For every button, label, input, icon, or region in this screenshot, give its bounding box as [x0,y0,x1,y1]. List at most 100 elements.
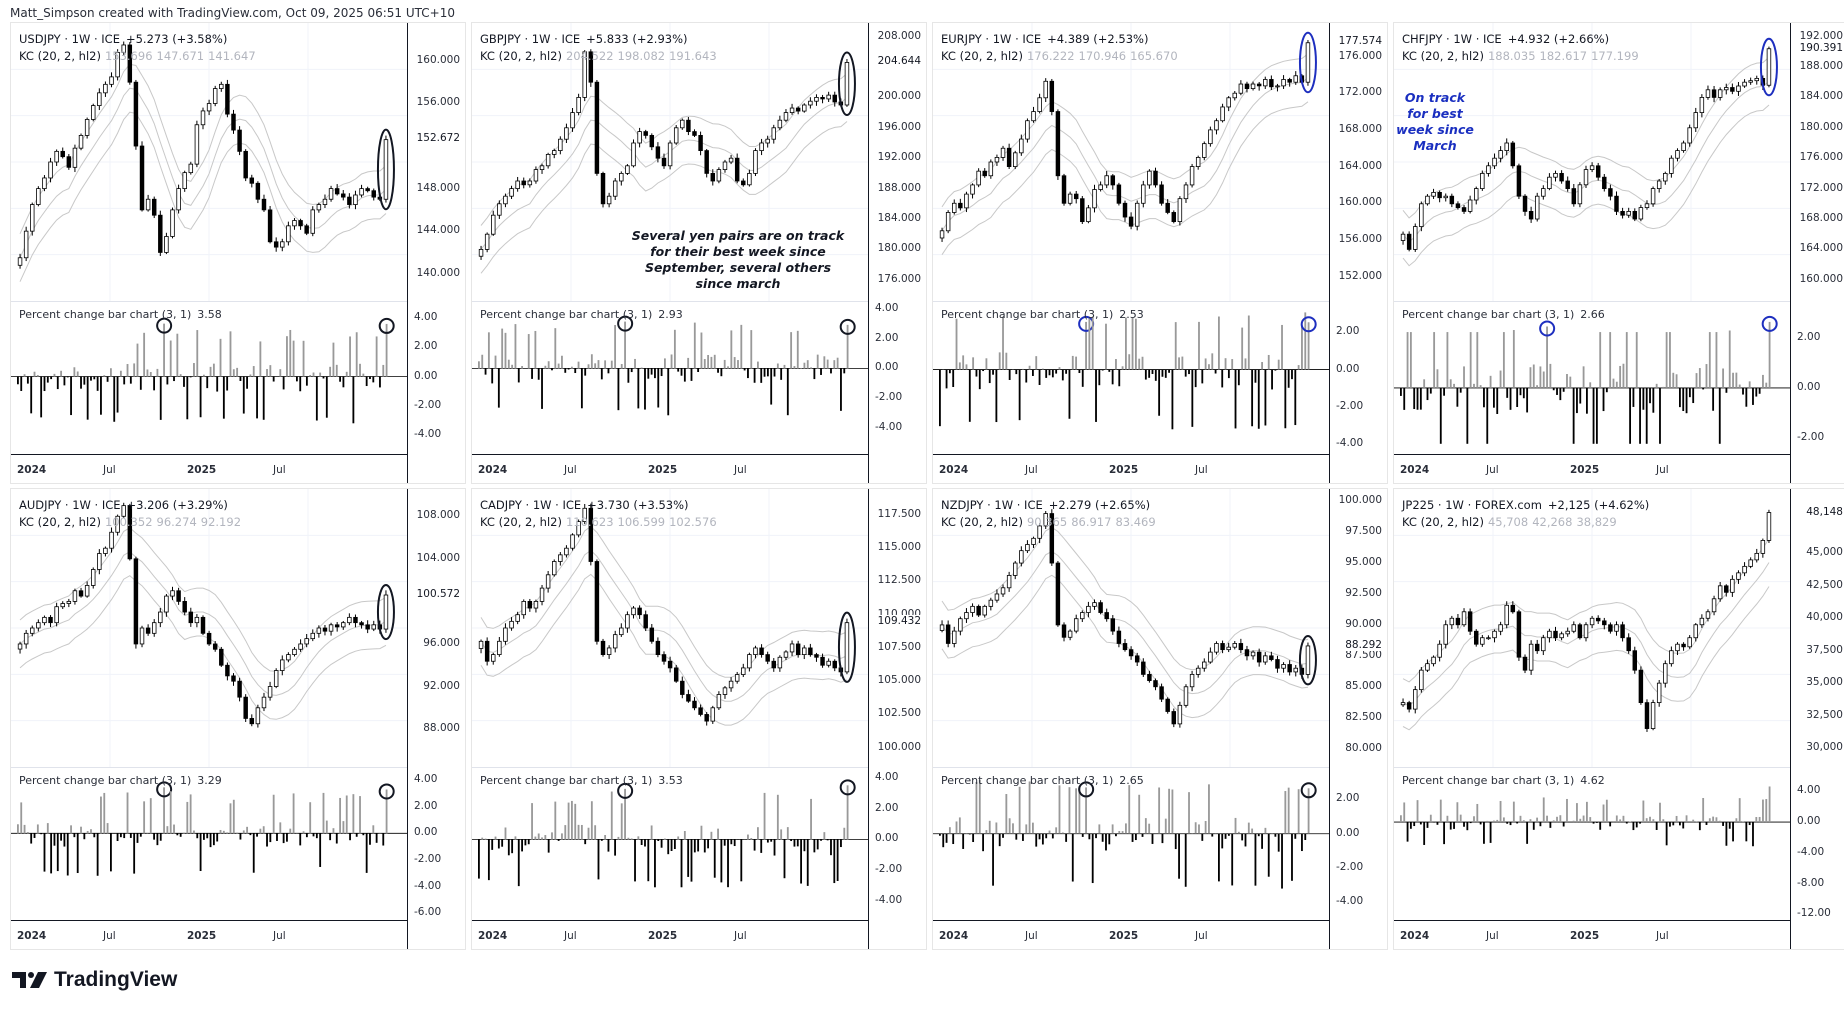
pct-indicator-label[interactable]: Percent change bar chart (3, 1) [480,774,653,787]
pct-indicator-label[interactable]: Percent change bar chart (3, 1) [1402,308,1575,321]
percent-change-pane[interactable]: Percent change bar chart (3, 1) 3.29 [11,768,407,921]
price-axis[interactable]: 192.000 188.000 184.000 180.000 176.000 172.0… [1790,23,1844,483]
pct-value: 2.53 [1119,308,1144,321]
pct-indicator-label[interactable]: Percent change bar chart (3, 1) [480,308,653,321]
candlestick-chart[interactable] [472,489,868,767]
price-axis[interactable]: 45,000 42,500 40,000 37,500 35,000 32,500 30,0… [1790,489,1844,949]
symbol-title[interactable]: AUDJPY · 1W · ICE [19,498,121,512]
pct-indicator-label[interactable]: Percent change bar chart (3, 1) [19,774,192,787]
time-axis[interactable]: 2024 Jul 2025 Jul [472,921,868,949]
chart-panel-audjpy[interactable]: AUDJPY · 1W · ICE +3.206 (+3.29%) KC (20,… [10,488,466,950]
symbol-title[interactable]: CADJPY · 1W · ICE [480,498,582,512]
chart-panel-eurjpy[interactable]: EURJPY · 1W · ICE +4.389 (+2.53%) KC (20,… [932,22,1388,484]
percent-change-histogram[interactable] [933,768,1329,920]
price-pane[interactable]: NZDJPY · 1W · ICE +2.279 (+2.65%) KC (20,… [933,489,1329,768]
highlight-circle [839,318,856,335]
percent-change-histogram[interactable] [1394,302,1790,454]
percent-change-histogram[interactable] [11,302,407,454]
time-axis[interactable]: 2024 Jul 2025 Jul [933,455,1329,483]
percent-change-histogram[interactable] [472,302,868,454]
price-pane[interactable]: USDJPY · 1W · ICE +5.273 (+3.58%) KC (20,… [11,23,407,302]
price-axis[interactable]: 160.000 156.000 148.000 144.000 140.000 152.6… [407,23,466,483]
kc-basis: 170.946 [1078,49,1127,63]
percent-change-histogram[interactable] [933,302,1329,454]
price-axis[interactable]: 208.000 200.000 196.000 192.000 188.000 184.0… [868,23,927,483]
symbol-title[interactable]: JP225 · 1W · FOREX.com [1402,498,1542,512]
percent-change-pane[interactable]: Percent change bar chart (3, 1) 2.65 [933,768,1329,921]
price-axis[interactable]: 100.000 97.500 95.000 92.500 90.000 87.500 85.… [1329,489,1388,949]
kc-lower: 38,829 [1576,515,1617,529]
chart-panel-nzdjpy[interactable]: NZDJPY · 1W · ICE +2.279 (+2.65%) KC (20,… [932,488,1388,950]
price-axis[interactable]: 108.000 104.000 96.000 92.000 88.000 100.572 4… [407,489,466,949]
percent-change-histogram[interactable] [11,768,407,920]
candlestick-chart[interactable] [472,23,868,301]
symbol-title[interactable]: CHFJPY · 1W · ICE [1402,32,1502,46]
tradingview-logo[interactable]: TradingView [12,968,177,992]
indicator-label[interactable]: KC (20, 2, hl2) [19,515,101,529]
symbol-title[interactable]: GBPJPY · 1W · ICE [480,32,581,46]
indicator-label[interactable]: KC (20, 2, hl2) [480,515,562,529]
percent-change-histogram[interactable] [1394,768,1790,920]
percent-change-histogram[interactable] [472,768,868,920]
legend: GBPJPY · 1W · ICE +5.833 (+2.93%) KC (20,… [480,31,717,65]
last-price-label: 152.672 [416,131,460,144]
price-axis[interactable]: 176.000 172.000 168.000 164.000 160.000 156.0… [1329,23,1388,483]
candlestick-chart[interactable] [11,489,407,767]
percent-change-pane[interactable]: Percent change bar chart (3, 1) 2.53 [933,302,1329,455]
pct-tick: 0.00 [1336,362,1360,375]
indicator-label[interactable]: KC (20, 2, hl2) [1402,49,1484,63]
price-pane[interactable]: EURJPY · 1W · ICE +4.389 (+2.53%) KC (20,… [933,23,1329,302]
price-pane[interactable]: CADJPY · 1W · ICE +3.730 (+3.53%) KC (20,… [472,489,868,768]
highlight-circle [156,317,173,334]
indicator-label[interactable]: KC (20, 2, hl2) [19,49,101,63]
percent-change-pane[interactable]: Percent change bar chart (3, 1) 4.62 [1394,768,1790,921]
chart-grid: USDJPY · 1W · ICE +5.273 (+3.58%) KC (20,… [10,22,1844,952]
price-tick: 176.000 [1799,151,1843,164]
pct-indicator-label[interactable]: Percent change bar chart (3, 1) [941,308,1114,321]
symbol-title[interactable]: EURJPY · 1W · ICE [941,32,1042,46]
candlestick-chart[interactable] [1394,23,1790,301]
price-pane[interactable]: AUDJPY · 1W · ICE +3.206 (+3.29%) KC (20,… [11,489,407,768]
keltner-band-up [941,526,1309,671]
price-axis[interactable]: 117.500 115.000 112.500 110.000 107.500 105.0… [868,489,927,949]
pct-indicator-label[interactable]: Percent change bar chart (3, 1) [941,774,1114,787]
indicator-label[interactable]: KC (20, 2, hl2) [1402,515,1484,529]
symbol-title[interactable]: USDJPY · 1W · ICE [19,32,120,46]
price-tick: 112.500 [877,574,921,587]
pct-indicator-label[interactable]: Percent change bar chart (3, 1) [19,308,192,321]
candlestick-chart[interactable] [1394,489,1790,767]
percent-change-pane[interactable]: Percent change bar chart (3, 1) 3.58 [11,302,407,455]
percent-change-pane[interactable]: Percent change bar chart (3, 1) 2.93 [472,302,868,455]
symbol-title[interactable]: NZDJPY · 1W · ICE [941,498,1043,512]
time-axis[interactable]: 2024 Jul 2025 Jul [1394,455,1790,483]
highlight-circle [1078,781,1095,798]
indicator-label[interactable]: KC (20, 2, hl2) [480,49,562,63]
percent-change-pane[interactable]: Percent change bar chart (3, 1) 2.66 [1394,302,1790,455]
price-pane[interactable]: JP225 · 1W · FOREX.com +2,125 (+4.62%) KC… [1394,489,1790,768]
time-axis[interactable]: 2024 Jul 2025 Jul [933,921,1329,949]
time-axis[interactable]: 2024 Jul 2025 Jul [11,455,407,483]
time-axis[interactable]: 2024 Jul 2025 Jul [472,455,868,483]
time-axis[interactable]: 2024 Jul 2025 Jul [1394,921,1790,949]
price-pane[interactable]: CHFJPY · 1W · ICE +4.932 (+2.66%) KC (20,… [1394,23,1790,302]
candlestick-chart[interactable] [933,489,1329,767]
pct-indicator-label[interactable]: Percent change bar chart (3, 1) [1402,774,1575,787]
candlestick-chart[interactable] [933,23,1329,301]
chart-panel-cadjpy[interactable]: CADJPY · 1W · ICE +3.730 (+3.53%) KC (20,… [471,488,927,950]
chart-panel-gbpjpy[interactable]: GBPJPY · 1W · ICE +5.833 (+2.93%) KC (20,… [471,22,927,484]
price-pane[interactable]: GBPJPY · 1W · ICE +5.833 (+2.93%) KC (20,… [472,23,868,302]
chart-panel-usdjpy[interactable]: USDJPY · 1W · ICE +5.273 (+3.58%) KC (20,… [10,22,466,484]
time-axis[interactable]: 2024 Jul 2025 Jul [11,921,407,949]
candlestick-chart[interactable] [11,23,407,301]
indicator-label[interactable]: KC (20, 2, hl2) [941,515,1023,529]
chart-panel-chfjpy[interactable]: CHFJPY · 1W · ICE +4.932 (+2.66%) KC (20,… [1393,22,1844,484]
pct-legend: Percent change bar chart (3, 1) 3.53 [480,774,683,787]
pct-tick: 4.00 [875,771,899,784]
indicator-label[interactable]: KC (20, 2, hl2) [941,49,1023,63]
last-price-label: 190.391 [1799,41,1843,54]
chart-panel-jp225[interactable]: JP225 · 1W · FOREX.com +2,125 (+4.62%) KC… [1393,488,1844,950]
time-tick: 2024 [478,930,508,942]
percent-change-pane[interactable]: Percent change bar chart (3, 1) 3.53 [472,768,868,921]
kc-basis: 182.617 [1539,49,1588,63]
price-tick: 160.000 [1799,272,1843,285]
